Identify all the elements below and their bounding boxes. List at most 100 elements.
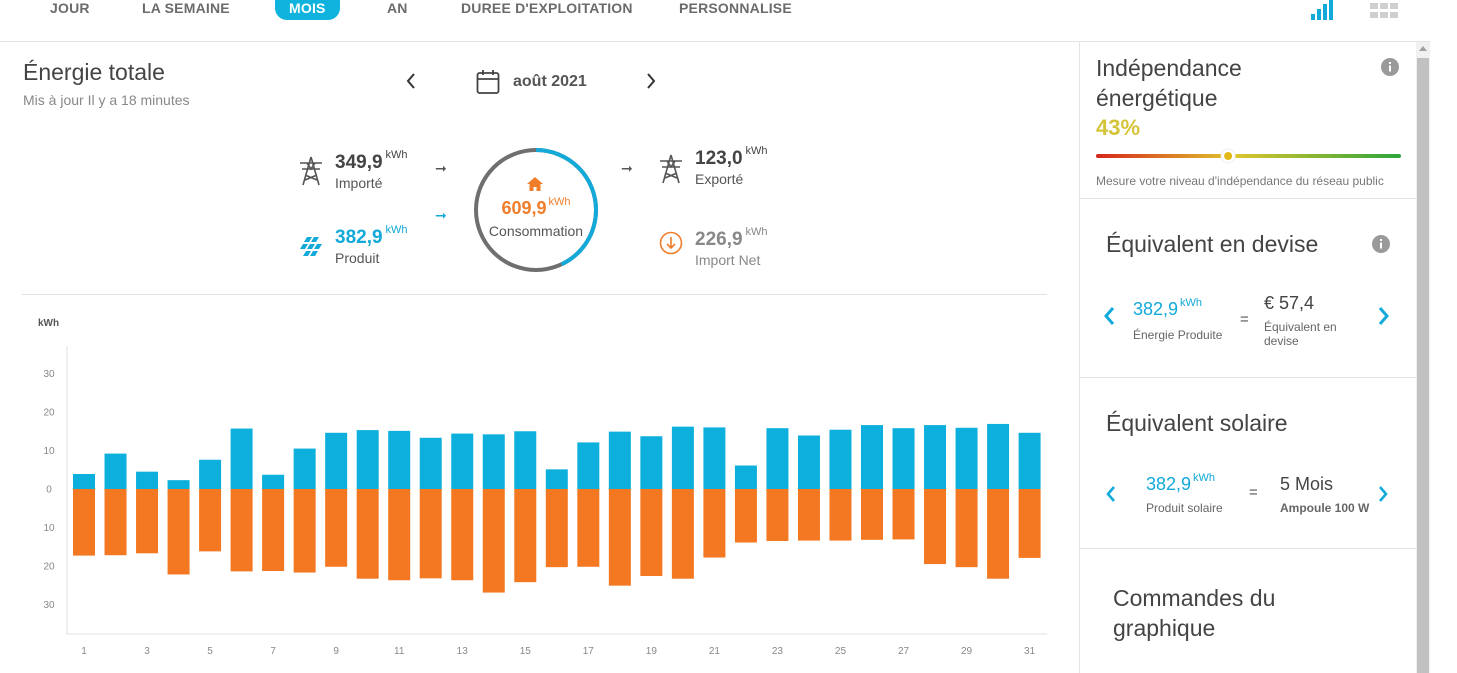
solar-energy-value: 382,9 kWh	[1146, 472, 1215, 495]
produced-label: Produit	[335, 250, 380, 266]
x-tick-label: 19	[646, 646, 658, 657]
consumption-value: 609,9	[501, 198, 547, 218]
production-bar	[861, 425, 883, 489]
currency-equivalent-card: Équivalent en devise 382,9 kWh Énergie Pr…	[1080, 199, 1417, 378]
currency-next-button[interactable]	[1377, 305, 1391, 331]
sidebar-scrollbar[interactable]	[1416, 42, 1430, 673]
production-bar	[419, 437, 442, 489]
x-tick-label: 25	[835, 646, 847, 657]
production-bar	[136, 471, 159, 489]
currency-previous-button[interactable]	[1102, 305, 1116, 331]
currency-energy-value: 382,9 kWh	[1133, 297, 1203, 320]
chevron-left-icon	[1106, 486, 1115, 502]
last-updated-text: Mis à jour Il y a 18 minutes	[23, 92, 190, 108]
consumption-bar	[861, 489, 883, 540]
production-bar	[482, 434, 505, 489]
y-tick-label: 10	[43, 523, 55, 534]
tab-lifetime[interactable]: DUREE D'EXPLOITATION	[461, 0, 633, 16]
y-axis-label: kWh	[38, 318, 59, 329]
consumption-bar	[104, 489, 127, 556]
consumption-bar	[640, 489, 663, 577]
production-bar	[325, 432, 348, 489]
home-icon	[526, 176, 544, 197]
import-flow-arrow-icon: ➞	[435, 160, 447, 176]
y-tick-label: 20	[43, 408, 55, 419]
consumption-bar	[73, 489, 95, 556]
production-bar	[829, 429, 852, 489]
consumption-bar	[451, 489, 474, 581]
y-tick-label: 20	[43, 562, 55, 573]
consumption-ring-production-arc	[474, 148, 598, 272]
currency-amount: € 57,4	[1264, 293, 1315, 313]
currency-amount-label: Équivalent en devise	[1264, 320, 1337, 348]
solar-next-button[interactable]	[1377, 481, 1389, 507]
consumption-bar	[577, 489, 600, 567]
consumption-bar	[734, 489, 757, 543]
exported-stat: 123,0 kWh Exporté	[695, 145, 768, 187]
scroll-up-arrow-icon[interactable]	[1419, 46, 1427, 51]
x-tick-label: 1	[81, 646, 87, 657]
x-tick-label: 29	[961, 646, 973, 657]
exported-unit: kWh	[745, 145, 768, 157]
month-label: août 2021	[513, 73, 587, 90]
consumption-bar	[514, 489, 537, 583]
production-bar	[104, 453, 127, 489]
summary-sidebar: Indépendance énergétique 43% Mesure votr…	[1079, 42, 1417, 673]
next-period-button[interactable]	[645, 72, 657, 93]
production-bar	[167, 480, 190, 489]
production-bar	[356, 430, 379, 489]
production-bar	[924, 425, 947, 489]
currency-title: Équivalent en devise	[1106, 231, 1319, 257]
consumption-bar	[766, 489, 789, 541]
tab-year[interactable]: AN	[387, 0, 408, 16]
production-bar	[892, 428, 915, 489]
production-bar	[199, 459, 222, 489]
exported-value: 123,0	[695, 148, 743, 169]
x-tick-label: 3	[144, 646, 150, 657]
x-tick-label: 11	[394, 646, 405, 657]
info-icon[interactable]	[1381, 58, 1399, 81]
solar-equivalent-card: Équivalent solaire 382,9 kWh Produit sola…	[1080, 378, 1417, 549]
previous-period-button[interactable]	[405, 72, 417, 93]
production-bar	[230, 428, 253, 489]
tab-custom[interactable]: PERSONNALISE	[679, 0, 792, 16]
consumption-bar	[1018, 489, 1041, 558]
power-pylon-icon	[297, 156, 325, 191]
tab-day[interactable]: JOUR	[50, 0, 90, 16]
solar-previous-button[interactable]	[1105, 481, 1117, 507]
imported-label: Importé	[335, 175, 383, 191]
consumption-bar	[167, 489, 190, 575]
consumption-bar	[829, 489, 852, 541]
chevron-right-icon	[1379, 486, 1388, 502]
consumption-bar	[608, 489, 631, 586]
production-bar	[514, 431, 537, 489]
consumption-stat: 609,9 kWh	[472, 196, 600, 219]
solar-title: Équivalent solaire	[1106, 410, 1288, 436]
y-tick-label: 30	[43, 369, 55, 380]
arrow-down-circle-icon	[659, 231, 683, 260]
consumption-bar	[671, 489, 694, 579]
production-bar	[766, 428, 789, 489]
solar-amount: 5 Mois	[1280, 474, 1334, 494]
consumption-bar	[545, 489, 568, 568]
currency-energy-unit: kWh	[1180, 297, 1203, 309]
table-view-icon[interactable]	[1370, 0, 1400, 27]
tab-week[interactable]: LA SEMAINE	[142, 0, 230, 16]
production-bar	[577, 442, 600, 489]
independence-percent: 43%	[1096, 115, 1141, 140]
power-pylon-icon	[657, 154, 685, 189]
net-import-value: 226,9	[695, 229, 743, 250]
chart-view-icon[interactable]	[1311, 0, 1337, 25]
consumption-bar	[388, 489, 411, 581]
consumption-bar	[199, 489, 222, 552]
x-tick-label: 7	[270, 646, 276, 657]
consumption-bar	[955, 489, 978, 568]
info-icon[interactable]	[1372, 235, 1390, 258]
solar-energy-number: 382,9	[1146, 474, 1192, 494]
month-picker[interactable]: août 2021	[476, 69, 587, 95]
chevron-left-icon	[406, 73, 415, 89]
chart-controls-card: Commandes du graphique	[1080, 549, 1417, 673]
tab-month[interactable]: MOIS	[275, 0, 340, 20]
scrollbar-thumb[interactable]	[1417, 58, 1429, 673]
consumption-bar	[230, 489, 253, 572]
